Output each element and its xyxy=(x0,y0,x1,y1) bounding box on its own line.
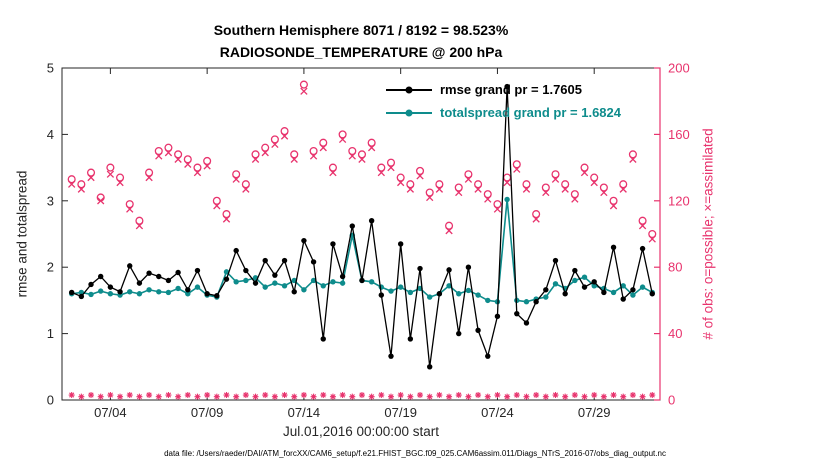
legend-line-sample-totalspread xyxy=(386,109,432,116)
x-axis-label: Jul.01,2016 00:00:00 start xyxy=(282,424,440,439)
svg-text:0: 0 xyxy=(47,393,54,408)
data-file-caption: data file: /Users/raeder/DAI/ATM_forcXX/… xyxy=(164,449,666,458)
series-obs_assimilated xyxy=(68,87,656,243)
legend-line-sample-rmse xyxy=(386,86,432,93)
series-obs_possible xyxy=(67,80,657,239)
svg-text:1: 1 xyxy=(47,326,54,341)
legend-label-rmse: rmse grand pr = 1.7605 xyxy=(440,82,582,97)
svg-text:80: 80 xyxy=(668,260,682,275)
svg-text:3: 3 xyxy=(47,193,54,208)
svg-text:0: 0 xyxy=(668,393,675,408)
legend-item-totalspread: totalspread grand pr = 1.6824 xyxy=(386,101,621,124)
chart-title: Southern Hemisphere 8071 / 8192 = 98.523… xyxy=(213,22,509,38)
svg-text:160: 160 xyxy=(668,127,690,142)
svg-text:07/04: 07/04 xyxy=(94,405,127,420)
series-rmse xyxy=(68,83,655,370)
legend-marker-rmse xyxy=(405,86,413,93)
legend-item-rmse: rmse grand pr = 1.7605 xyxy=(386,78,621,101)
svg-text:2: 2 xyxy=(47,260,54,275)
svg-text:07/09: 07/09 xyxy=(191,405,224,420)
svg-text:40: 40 xyxy=(668,326,682,341)
legend-marker-totalspread xyxy=(405,109,413,116)
svg-text:07/19: 07/19 xyxy=(384,405,417,420)
legend-label-totalspread: totalspread grand pr = 1.6824 xyxy=(440,105,621,120)
chart-subtitle: RADIOSONDE_TEMPERATURE @ 200 hPa xyxy=(219,44,503,60)
y-axis-label-left: rmse and totalspread xyxy=(14,170,30,298)
y-axis-label-right: # of obs: o=possible; ×=assimilated xyxy=(700,128,716,340)
svg-text:07/14: 07/14 xyxy=(288,405,321,420)
svg-text:07/24: 07/24 xyxy=(481,405,514,420)
legend: rmse grand pr = 1.7605 totalspread grand… xyxy=(386,78,621,124)
svg-text:200: 200 xyxy=(668,61,690,76)
svg-text:07/29: 07/29 xyxy=(578,405,611,420)
series-obs_near_zero xyxy=(68,392,656,400)
axes: 07/04 07/09 07/14 07/19 07/24 07/29 0 1 2 3 4 5 0 40 8… xyxy=(47,61,690,421)
svg-text:4: 4 xyxy=(47,127,54,142)
svg-text:5: 5 xyxy=(47,61,54,76)
svg-text:120: 120 xyxy=(668,193,690,208)
